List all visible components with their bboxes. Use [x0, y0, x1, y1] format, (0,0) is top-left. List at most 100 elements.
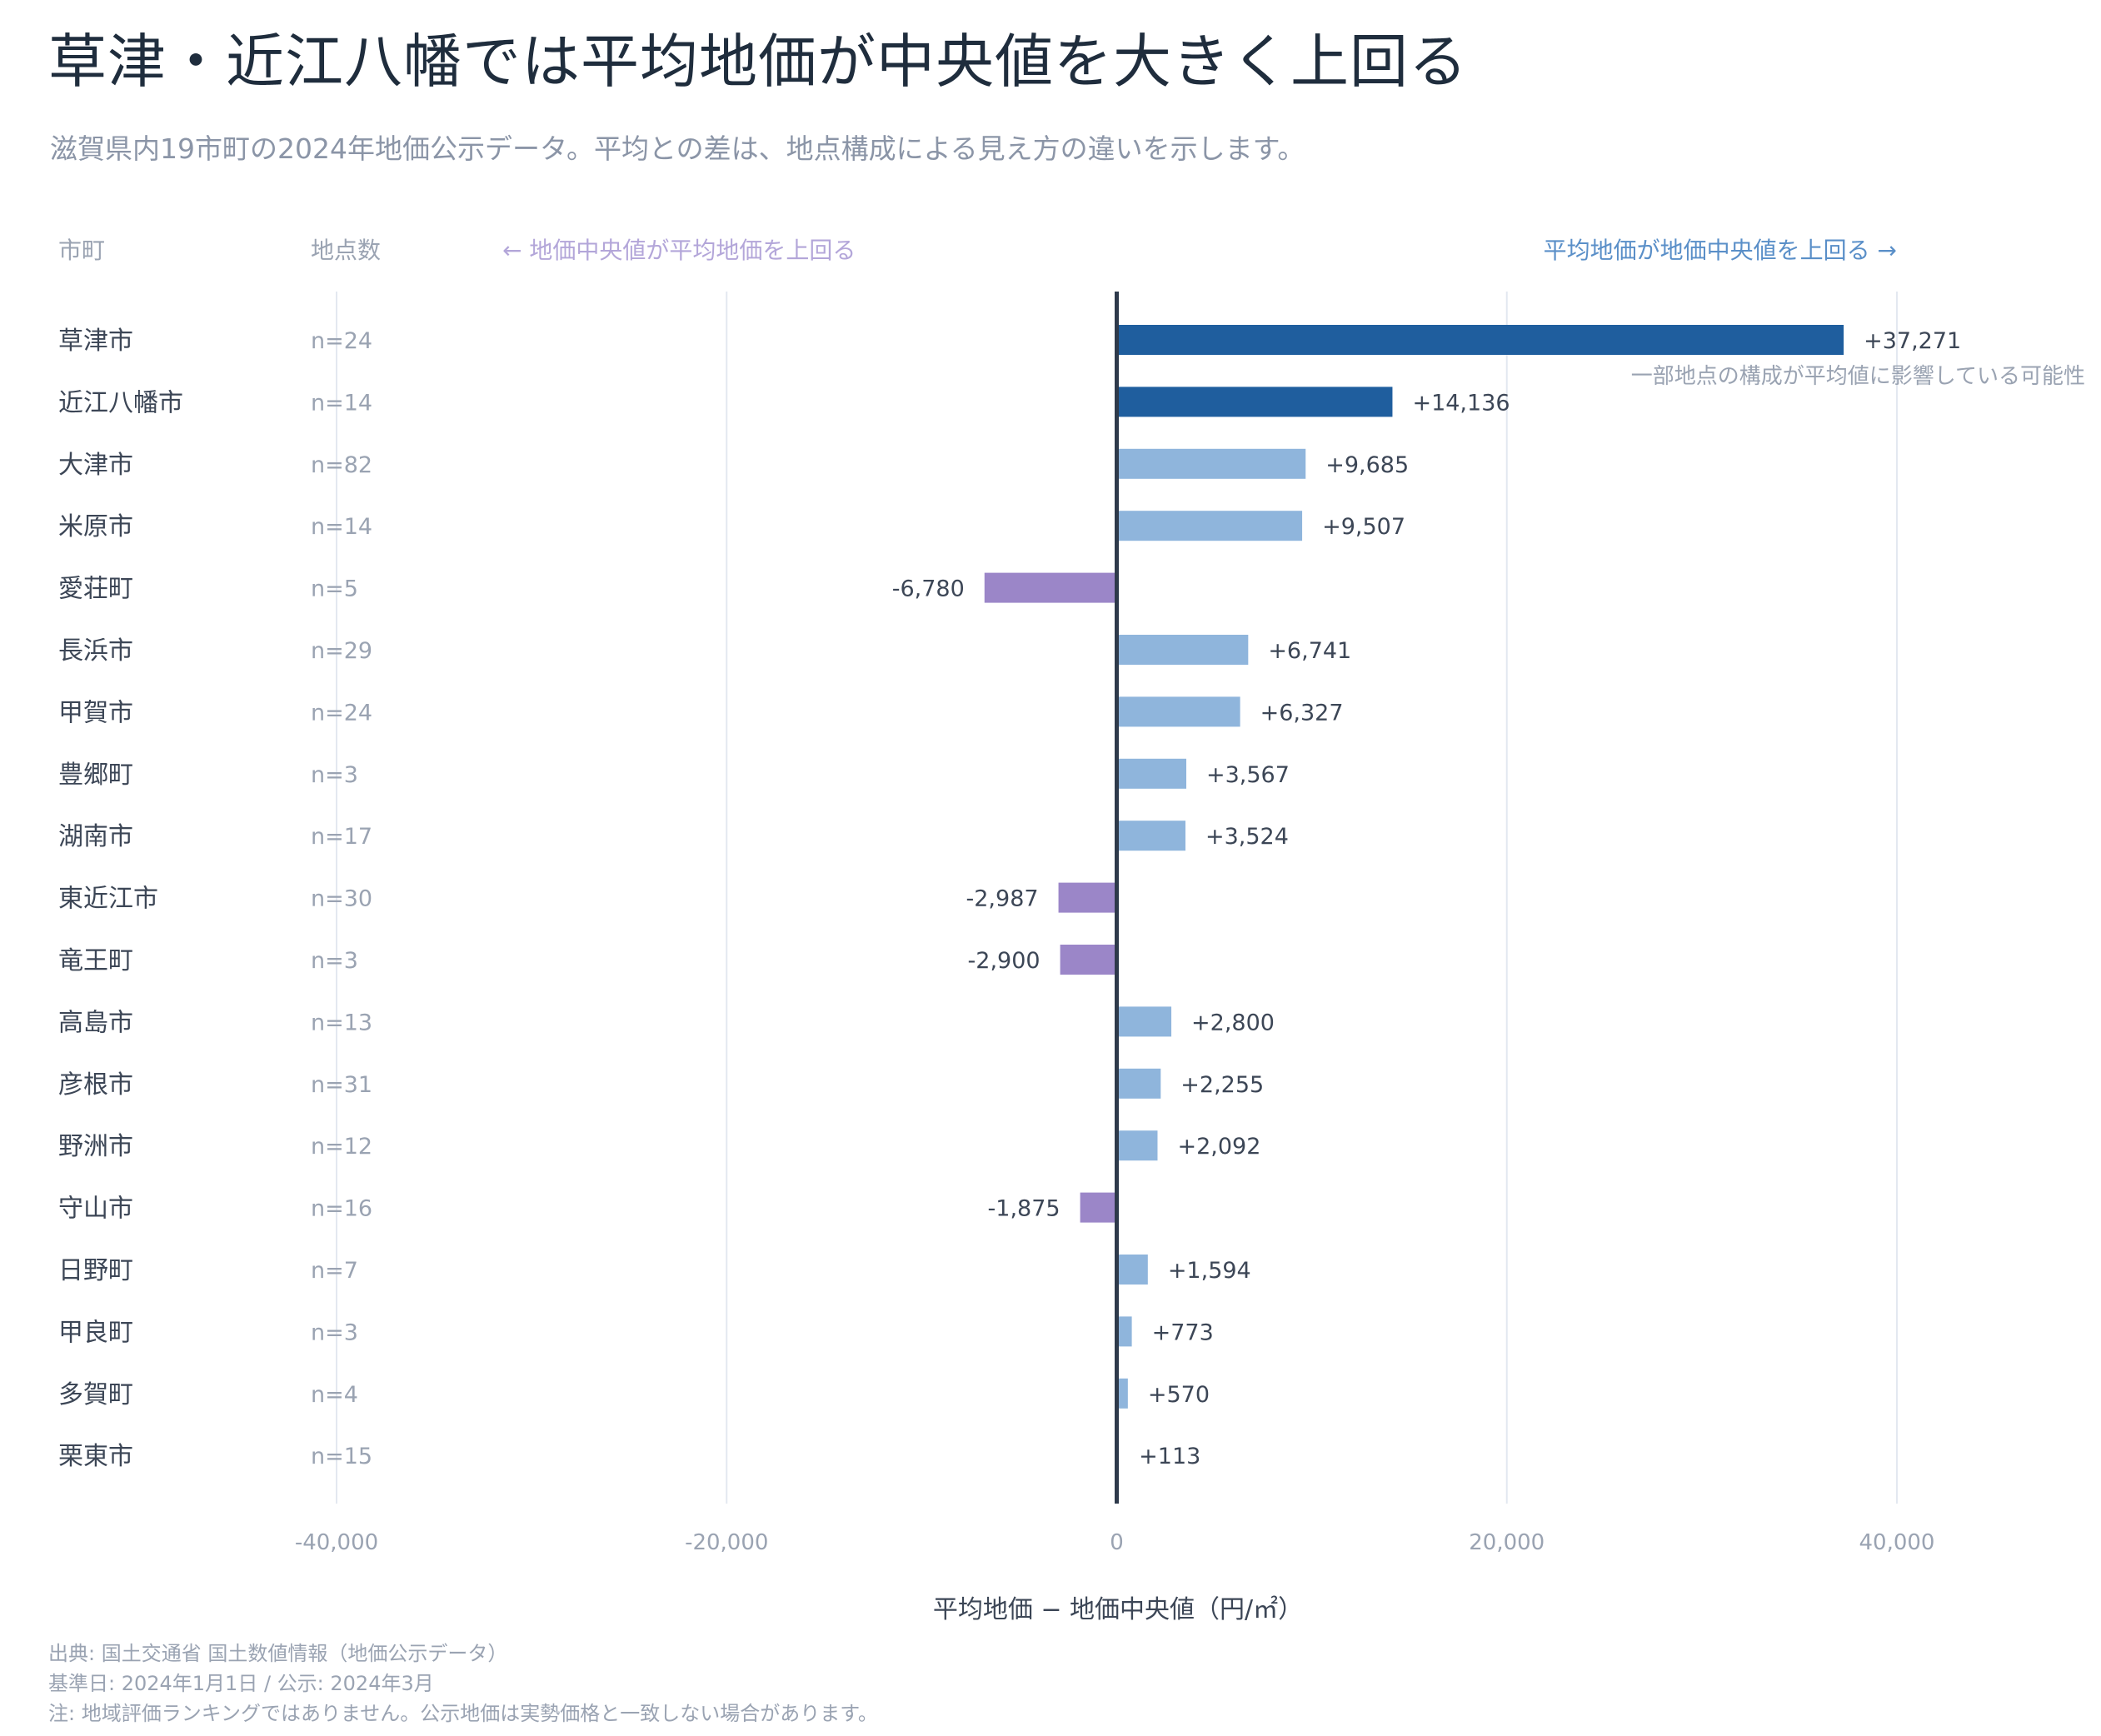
chart-row: 日野町 n=7 +1,594: [58, 1255, 1251, 1285]
value-label: -2,900: [968, 948, 1041, 974]
bar: [1060, 945, 1117, 975]
chart-row: 野洲市 n=12 +2,092: [58, 1130, 1260, 1161]
bar: [1058, 882, 1117, 913]
page-title: 草津・近江八幡では平均地価が中央値を大きく上回る: [48, 27, 1468, 96]
count-label: n=24: [311, 700, 372, 726]
outlier-annotation: 一部地点の構成が平均値に影響している可能性: [1631, 364, 2085, 389]
category-label: 甲賀市: [58, 698, 133, 727]
value-label: +6,741: [1268, 638, 1351, 664]
left-direction-label: ← 地価中央値が平均地価を上回る: [502, 237, 856, 264]
x-axis-title: 平均地価 − 地価中央値（円/㎡）: [933, 1595, 1303, 1624]
bar: [1116, 1255, 1148, 1285]
footer-date: 基準日: 2024年1月1日 / 公示: 2024年3月: [48, 1672, 434, 1695]
x-axis: -40,000 -20,000 0 20,000 40,000: [295, 1530, 1935, 1555]
bar: [1116, 635, 1249, 665]
count-label: n=14: [311, 514, 372, 540]
category-label: 長浜市: [58, 636, 133, 666]
chart-row: 高島市 n=13 +2,800: [58, 1006, 1275, 1037]
category-label: 日野町: [58, 1256, 133, 1285]
chart-row: 甲賀市 n=24 +6,327: [58, 696, 1344, 727]
count-label: n=31: [311, 1072, 372, 1098]
value-label: -6,780: [892, 576, 965, 602]
chart-row: 栗東市 n=15 +113: [58, 1440, 1200, 1471]
chart-row: 近江八幡市 n=14 +14,136: [58, 387, 1510, 417]
x-tick-label: -40,000: [295, 1530, 378, 1555]
bar: [1116, 511, 1303, 541]
value-label: +113: [1139, 1444, 1200, 1469]
count-label: n=3: [311, 1319, 358, 1345]
category-label: 米原市: [58, 512, 133, 541]
chart-row: 守山市 n=16 -1,875: [58, 1192, 1117, 1224]
chart-row: 米原市 n=14 +9,507: [58, 511, 1405, 541]
footer-note: 注: 地域評価ランキングではありません。公示地価は実勢価格と一致しない場合があり…: [48, 1702, 878, 1725]
chart-row: 多賀町 n=4 +570: [58, 1378, 1210, 1409]
bar: [1116, 448, 1306, 479]
category-label: 高島市: [58, 1008, 133, 1037]
page-subtitle: 滋賀県内19市町の2024年地価公示データ。平均との差は、地点構成による見え方の…: [50, 132, 1305, 165]
count-label: n=14: [311, 390, 372, 416]
grid-lines: [336, 292, 1898, 1504]
chart-row: 愛荘町 n=5 -6,780: [58, 572, 1117, 604]
count-label: n=82: [311, 452, 372, 478]
bar: [1116, 1378, 1128, 1409]
category-label: 近江八幡市: [58, 388, 183, 417]
count-label: n=12: [311, 1134, 372, 1160]
value-label: +1,594: [1168, 1258, 1251, 1284]
category-label: 多賀町: [58, 1380, 133, 1409]
chart-row: 湖南市 n=17 +3,524: [58, 821, 1289, 851]
category-label: 守山市: [58, 1195, 133, 1224]
bar: [1116, 821, 1186, 851]
count-label: n=30: [311, 886, 372, 912]
right-direction-label: 平均地価が地価中央値を上回る →: [1544, 237, 1897, 264]
footer-source: 出典: 国土交通省 国土数値情報（地価公示データ）: [48, 1642, 508, 1665]
chart-row: 東近江市 n=30 -2,987: [58, 882, 1117, 914]
value-label: +14,136: [1412, 390, 1510, 416]
count-label: n=17: [311, 824, 372, 850]
bar: [1116, 387, 1393, 417]
category-label: 野洲市: [58, 1132, 133, 1161]
value-label: +6,327: [1260, 700, 1344, 726]
count-label: n=13: [311, 1010, 372, 1035]
chart-row: 竜王町 n=3 -2,900: [58, 945, 1117, 975]
category-label: 大津市: [58, 451, 133, 480]
x-tick-label: 20,000: [1469, 1530, 1545, 1555]
value-label: +9,685: [1325, 452, 1409, 478]
category-label: 彦根市: [58, 1070, 133, 1100]
count-label: n=3: [311, 948, 358, 974]
value-label: -1,875: [988, 1196, 1060, 1222]
bar: [1116, 325, 1844, 355]
value-label: +2,255: [1180, 1072, 1264, 1098]
chart-row: 豊郷町 n=3 +3,567: [58, 758, 1290, 790]
value-label: +2,800: [1191, 1010, 1275, 1035]
bar: [984, 572, 1117, 603]
header-municipality: 市町: [58, 237, 105, 264]
bar: [1080, 1192, 1117, 1223]
chart-row: 草津市 n=24 +37,271: [58, 325, 1961, 356]
bar: [1116, 1068, 1161, 1099]
category-label: 栗東市: [58, 1442, 133, 1471]
value-label: +9,507: [1322, 514, 1405, 540]
chart-row: 甲良町 n=3 +773: [58, 1316, 1214, 1347]
category-label: 豊郷町: [58, 761, 133, 790]
count-label: n=3: [311, 762, 358, 788]
value-label: +3,524: [1205, 824, 1289, 850]
count-label: n=24: [311, 328, 372, 354]
chart-rows: 草津市 n=24 +37,271 近江八幡市 n=14 +14,136 大津市 n=82 +9,…: [58, 325, 1961, 1471]
value-label: +3,567: [1206, 762, 1290, 788]
value-label: +37,271: [1864, 328, 1961, 354]
bar: [1116, 1006, 1172, 1037]
count-label: n=7: [311, 1258, 358, 1284]
bar: [1116, 758, 1187, 789]
count-label: n=15: [311, 1444, 372, 1469]
header-count: 地点数: [311, 237, 381, 264]
value-label: +2,092: [1177, 1134, 1260, 1160]
category-label: 湖南市: [58, 822, 133, 851]
chart-row: 大津市 n=82 +9,685: [58, 448, 1409, 480]
x-tick-label: 40,000: [1859, 1530, 1935, 1555]
category-label: 草津市: [58, 327, 133, 356]
chart-row: 彦根市 n=31 +2,255: [58, 1068, 1264, 1100]
count-label: n=4: [311, 1382, 358, 1408]
category-label: 愛荘町: [58, 575, 133, 604]
x-tick-label: -20,000: [685, 1530, 768, 1555]
category-label: 東近江市: [58, 885, 158, 914]
